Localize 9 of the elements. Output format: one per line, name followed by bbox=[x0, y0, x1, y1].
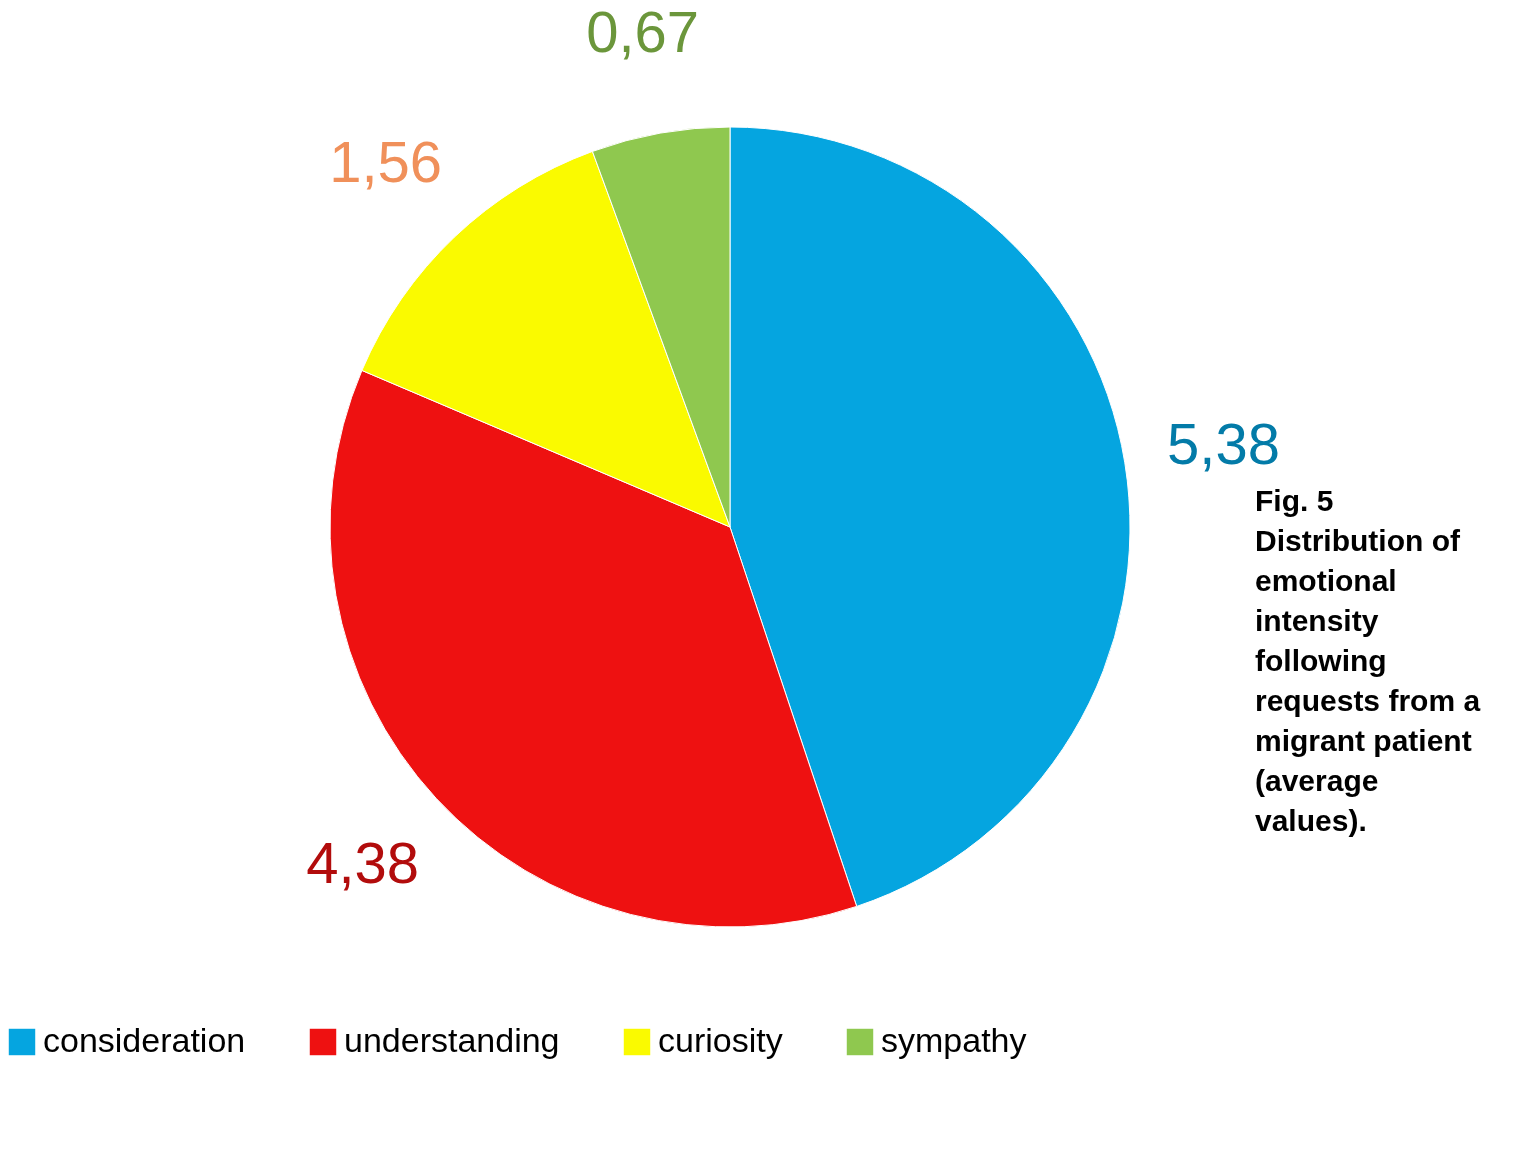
data-label: 1,56 bbox=[329, 128, 443, 194]
legend-label: sympathy bbox=[881, 1021, 1027, 1059]
legend-label: curiosity bbox=[658, 1021, 783, 1059]
data-label: 4,38 bbox=[306, 830, 420, 896]
legend-label: understanding bbox=[344, 1021, 560, 1059]
data-label: 5,38 bbox=[1167, 410, 1280, 476]
data-label: 0,67 bbox=[586, 0, 700, 64]
text: Fig. 5 Distribution of emotional intensity following requests from a migrant patient (average values). bbox=[1255, 484, 1481, 837]
legend-label: consideration bbox=[43, 1021, 246, 1059]
